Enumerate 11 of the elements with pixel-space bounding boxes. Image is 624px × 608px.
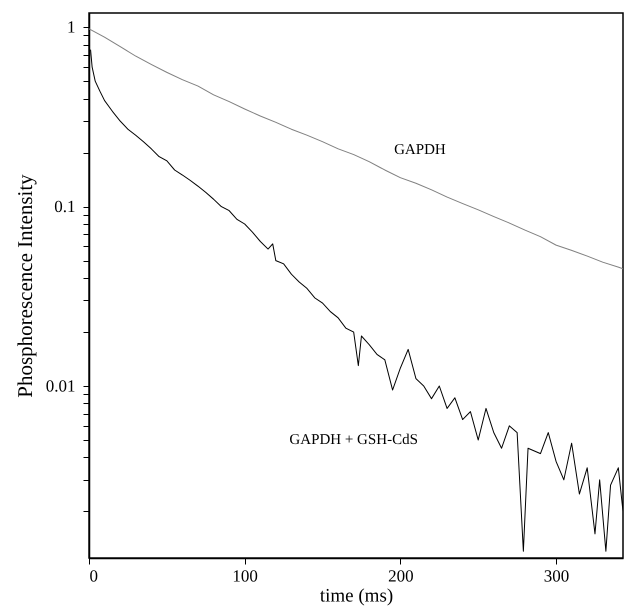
x-tick-label: 300 [544,566,570,586]
x-axis-title: time (ms) [320,586,394,606]
y-tick-label: 1 [67,18,76,37]
x-tick-label: 200 [388,566,414,586]
y-tick-label: 0.1 [54,197,76,216]
y-axis-title: Phosphorescence Intensity [12,174,37,398]
x-tick-label: 100 [232,566,258,586]
x-tick-label: 0 [90,566,98,586]
text: GAPDH + GSH-CdS [289,432,418,448]
series-label: GAPDH [394,142,446,158]
y-tick-label: 0.01 [46,376,76,396]
